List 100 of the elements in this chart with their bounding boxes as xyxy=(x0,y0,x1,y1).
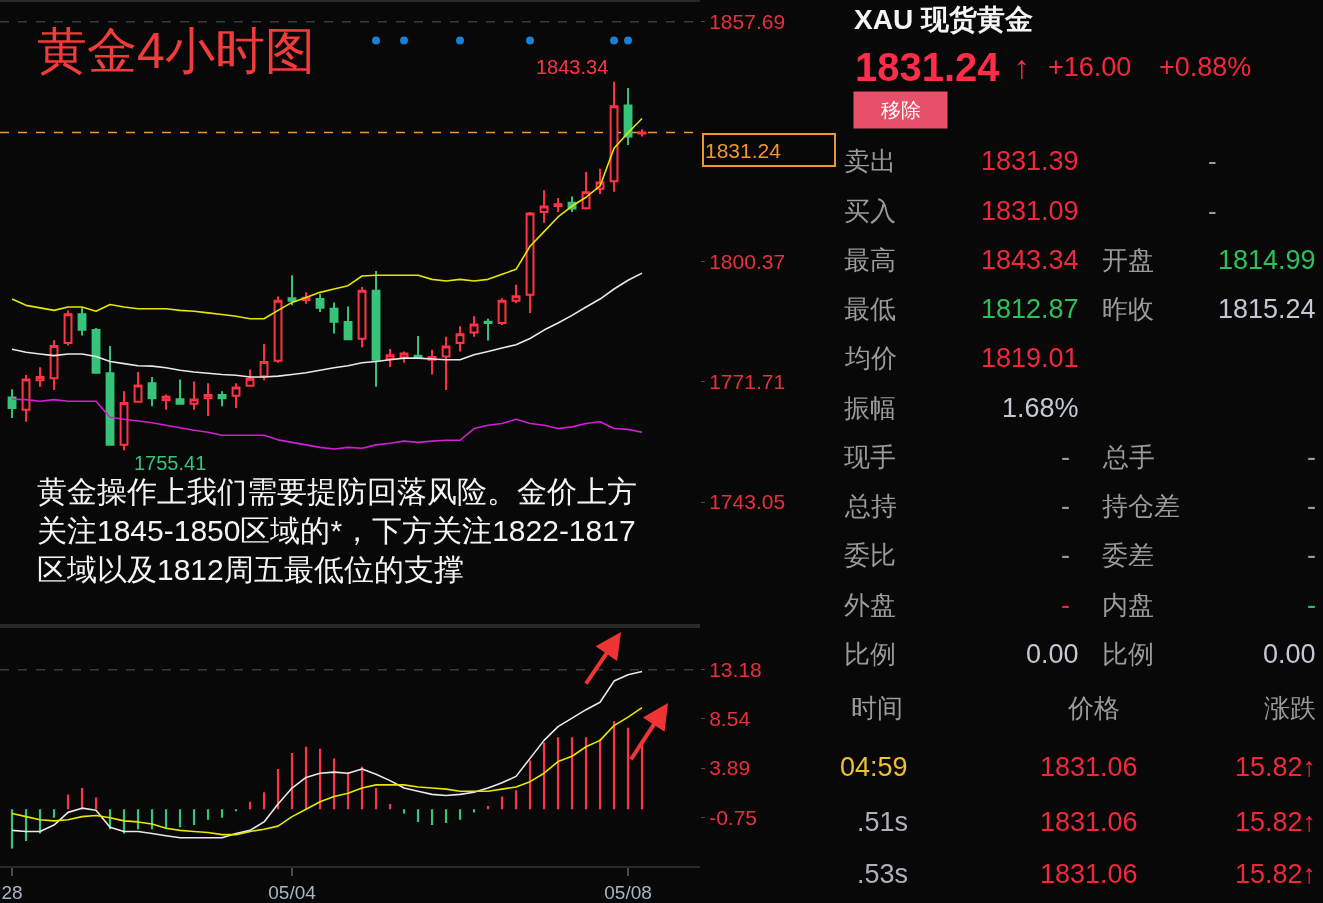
annotation: 1843.34 xyxy=(536,56,609,78)
candlestick xyxy=(203,382,213,417)
bar xyxy=(66,794,70,810)
candlestick xyxy=(385,347,395,368)
text: 最高 xyxy=(844,245,896,275)
candlestick xyxy=(315,293,325,314)
text: 1831.09 xyxy=(981,196,1079,226)
candlestick xyxy=(343,305,353,341)
line-series xyxy=(11,670,643,839)
text: 1831.06 xyxy=(1040,859,1138,889)
y-tick-label: 1743.05 xyxy=(709,490,786,514)
y-tick-label: 8.54 xyxy=(709,707,751,731)
text: 0.00 xyxy=(1263,639,1316,669)
candlestick xyxy=(581,171,591,211)
candlestick xyxy=(553,197,563,213)
candlestick xyxy=(119,390,129,452)
line-series xyxy=(11,272,643,378)
bar xyxy=(220,809,224,818)
text: - xyxy=(1208,196,1217,226)
text: 委差 xyxy=(1102,540,1154,570)
text: 卖出 xyxy=(844,146,896,176)
candlestick xyxy=(259,342,269,382)
candlestick xyxy=(637,128,647,138)
text: 开盘 xyxy=(1102,245,1154,275)
text: - xyxy=(1061,442,1070,472)
bar xyxy=(458,809,462,820)
y-tick-label: 3.89 xyxy=(709,756,751,780)
text: 外盘 xyxy=(844,590,896,620)
text: 15.82↑ xyxy=(1235,807,1317,837)
text: 04:59 xyxy=(840,752,908,782)
candlestick xyxy=(329,301,339,335)
text: 0.00 xyxy=(1026,639,1079,669)
text: 1843.34 xyxy=(981,245,1079,275)
text: - xyxy=(1208,146,1217,176)
text: 委比 xyxy=(844,540,896,570)
candlestick xyxy=(189,380,199,411)
line-series xyxy=(11,117,643,320)
text: - xyxy=(1061,491,1070,521)
text: 1831.06 xyxy=(1040,752,1138,782)
bar xyxy=(416,809,420,822)
y-tick-label: 1800.37 xyxy=(709,250,786,274)
text: - xyxy=(1307,540,1316,570)
text: 1831.39 xyxy=(981,146,1079,176)
text: 涨跌 xyxy=(1264,693,1316,723)
bar xyxy=(52,809,56,818)
candlestick xyxy=(455,325,465,353)
text: 均价 xyxy=(844,343,897,373)
candlestick xyxy=(217,390,227,408)
text: 1831.06 xyxy=(1040,807,1138,837)
candlestick xyxy=(245,368,255,387)
candlestick xyxy=(609,80,619,193)
candlestick xyxy=(623,86,633,146)
text: +16.00 xyxy=(1048,52,1132,82)
bar xyxy=(500,796,504,810)
text: - xyxy=(1061,590,1070,620)
text: - xyxy=(1307,491,1316,521)
candlestick xyxy=(133,370,143,403)
text: 买入 xyxy=(844,196,896,226)
text: - xyxy=(1307,590,1316,620)
text: 1831.24 xyxy=(855,45,1001,89)
y-tick-label: 1857.69 xyxy=(709,10,786,34)
text: 1.68% xyxy=(1002,393,1079,423)
candlestick xyxy=(371,269,381,388)
text: .51s xyxy=(857,807,909,837)
text: 移除 xyxy=(880,99,921,121)
bar xyxy=(444,809,448,823)
y-tick-label: 1771.71 xyxy=(709,370,786,394)
text: 最低 xyxy=(844,294,896,324)
text: 持仓差 xyxy=(1102,491,1180,521)
text: 总持 xyxy=(844,491,897,521)
candlestick xyxy=(511,283,521,305)
candlestick xyxy=(441,335,451,391)
candlestick xyxy=(539,189,549,224)
text: 1815.24 xyxy=(1218,294,1316,324)
candlestick xyxy=(7,388,17,420)
y-tick-label: -0.75 xyxy=(709,805,758,829)
x-tick-label: 05/04 xyxy=(268,882,317,903)
text: XAU 现货黄金 xyxy=(854,4,1033,35)
candlestick xyxy=(63,309,73,347)
ref-line-label: 1831.24 xyxy=(705,138,782,162)
text: 时间 xyxy=(851,693,903,723)
candlestick xyxy=(175,378,185,405)
candlestick xyxy=(357,285,367,349)
text: .53s xyxy=(857,859,909,889)
bar xyxy=(206,809,210,820)
text: 总手 xyxy=(1102,442,1155,472)
candlestick xyxy=(147,376,157,408)
text: 15.82↑ xyxy=(1235,859,1317,889)
text: 比例 xyxy=(844,639,896,669)
text: 1814.99 xyxy=(1218,245,1316,275)
text: 价格 xyxy=(1067,693,1120,723)
text: 15.82↑ xyxy=(1235,752,1317,782)
text: - xyxy=(1307,442,1316,472)
y-tick-label: 13.18 xyxy=(709,658,762,681)
annotation: 1755.41 xyxy=(134,452,207,474)
candlestick xyxy=(35,366,45,388)
text: 昨收 xyxy=(1102,294,1154,324)
x-tick-label: 28 xyxy=(1,882,23,903)
candlestick xyxy=(161,393,171,411)
candlestick xyxy=(105,344,115,446)
